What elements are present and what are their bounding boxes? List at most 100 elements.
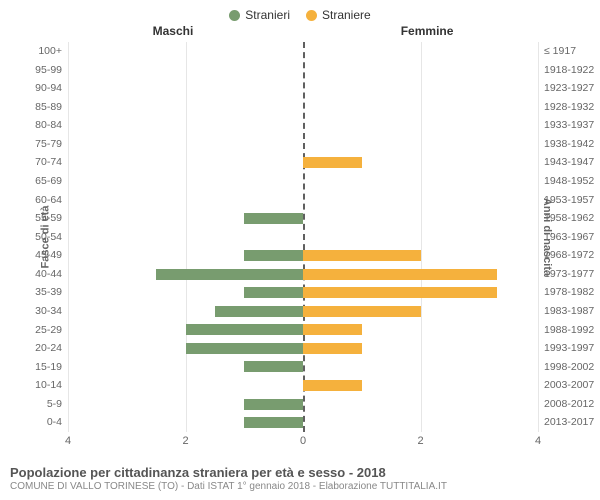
age-label: 100+ [38,42,68,61]
age-label: 80-84 [35,116,68,135]
birth-year-label: 1918-1922 [538,61,594,80]
x-tick: 2 [182,432,188,447]
birth-year-label: 1933-1937 [538,116,594,135]
age-row: 25-291988-1992 [68,321,538,340]
age-row: 90-941923-1927 [68,79,538,98]
age-row: 60-641953-1957 [68,191,538,210]
legend-label-male: Stranieri [245,8,290,22]
age-label: 30-34 [35,302,68,321]
age-label: 60-64 [35,191,68,210]
x-tick: 4 [65,432,71,447]
age-row: 35-391978-1982 [68,283,538,302]
age-label: 5-9 [47,395,68,414]
bar-male [244,361,303,372]
age-label: 25-29 [35,321,68,340]
bar-female [303,324,362,335]
bar-female [303,250,421,261]
age-row: 80-841933-1937 [68,116,538,135]
birth-year-label: 2013-2017 [538,413,594,432]
bar-male [215,306,303,317]
birth-year-label: 1963-1967 [538,228,594,247]
bar-male [244,213,303,224]
age-row: 40-441973-1977 [68,265,538,284]
age-row: 75-791938-1942 [68,135,538,154]
legend-item-female: Straniere [306,8,371,22]
bar-male [186,324,304,335]
swatch-female [306,10,317,21]
x-tick: 0 [300,432,306,447]
bar-male [244,399,303,410]
birth-year-label: 1988-1992 [538,321,594,340]
age-row: 20-241993-1997 [68,339,538,358]
age-row: 5-92008-2012 [68,395,538,414]
age-label: 15-19 [35,358,68,377]
birth-year-label: 1973-1977 [538,265,594,284]
birth-year-label: 2003-2007 [538,376,594,395]
age-row: 55-591958-1962 [68,209,538,228]
bar-male [244,250,303,261]
legend-item-male: Stranieri [229,8,290,22]
age-label: 0-4 [47,413,68,432]
swatch-male [229,10,240,21]
birth-year-label: 1968-1972 [538,246,594,265]
birth-year-label: 1943-1947 [538,153,594,172]
bar-female [303,380,362,391]
age-label: 75-79 [35,135,68,154]
chart-footer: Popolazione per cittadinanza straniera p… [10,465,590,492]
birth-year-label: 1983-1987 [538,302,594,321]
age-label: 85-89 [35,98,68,117]
birth-year-label: 1953-1957 [538,191,594,210]
birth-year-label: 1938-1942 [538,135,594,154]
birth-year-label: 1923-1927 [538,79,594,98]
bar-female [303,306,421,317]
age-row: 10-142003-2007 [68,376,538,395]
bar-female [303,287,497,298]
age-label: 10-14 [35,376,68,395]
bar-male [244,287,303,298]
age-row: 95-991918-1922 [68,61,538,80]
bar-female [303,269,497,280]
x-tick: 2 [417,432,423,447]
bar-female [303,343,362,354]
x-tick: 4 [535,432,541,447]
age-label: 90-94 [35,79,68,98]
plot-area: Maschi Femmine Fasce di età Anni di nasc… [68,42,538,432]
age-label: 65-69 [35,172,68,191]
birth-year-label: 1998-2002 [538,358,594,377]
age-label: 40-44 [35,265,68,284]
age-label: 70-74 [35,153,68,172]
age-row: 15-191998-2002 [68,358,538,377]
header-male: Maschi [153,24,194,38]
age-row: 100+≤ 1917 [68,42,538,61]
age-label: 45-49 [35,246,68,265]
legend: Stranieri Straniere [0,0,600,22]
age-label: 20-24 [35,339,68,358]
age-label: 95-99 [35,61,68,80]
birth-year-label: 1928-1932 [538,98,594,117]
footer-title: Popolazione per cittadinanza straniera p… [10,465,590,480]
age-row: 70-741943-1947 [68,153,538,172]
age-row: 45-491968-1972 [68,246,538,265]
population-pyramid-chart: Stranieri Straniere Maschi Femmine Fasce… [0,0,600,500]
footer-subtitle: COMUNE DI VALLO TORINESE (TO) - Dati IST… [10,481,590,492]
birth-year-label: 1948-1952 [538,172,594,191]
age-label: 50-54 [35,228,68,247]
birth-year-label: 1993-1997 [538,339,594,358]
age-row: 30-341983-1987 [68,302,538,321]
birth-year-label: 1958-1962 [538,209,594,228]
bar-male [244,417,303,428]
age-row: 65-691948-1952 [68,172,538,191]
header-female: Femmine [401,24,454,38]
age-label: 55-59 [35,209,68,228]
legend-label-female: Straniere [322,8,371,22]
age-row: 50-541963-1967 [68,228,538,247]
birth-year-label: 1978-1982 [538,283,594,302]
age-label: 35-39 [35,283,68,302]
birth-year-label: 2008-2012 [538,395,594,414]
bar-male [186,343,304,354]
bar-male [156,269,303,280]
bar-female [303,157,362,168]
age-row: 85-891928-1932 [68,98,538,117]
age-row: 0-42013-2017 [68,413,538,432]
birth-year-label: ≤ 1917 [538,42,576,61]
